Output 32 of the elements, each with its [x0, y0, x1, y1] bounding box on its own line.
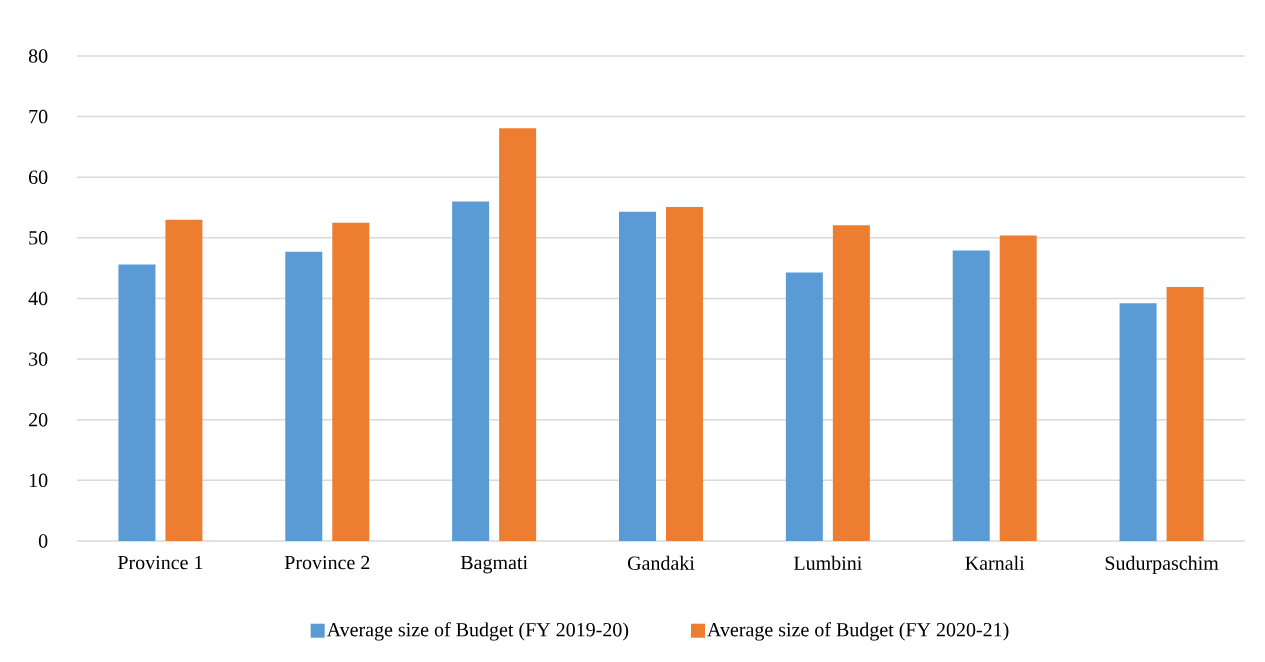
bar [1119, 303, 1157, 541]
bar [666, 206, 703, 541]
y-tick-label: 30 [29, 352, 48, 366]
legend-label: Average size of Budget (FY 2020-21) [707, 622, 1009, 641]
x-tick-label: Karnali [965, 555, 1025, 570]
y-tick-label: 10 [29, 473, 48, 488]
y-tick-label: 50 [29, 231, 48, 245]
bar [1166, 286, 1204, 541]
x-tick-label: Lumbini [793, 555, 862, 570]
bar [285, 251, 323, 541]
bar [499, 128, 537, 541]
x-tick-label: Bagmati [460, 555, 528, 574]
y-tick-label: 80 [28, 49, 48, 63]
bar [952, 250, 990, 541]
y-tick-label: 40 [28, 291, 48, 306]
bar [118, 264, 156, 541]
bar [452, 201, 490, 541]
x-tick-label: Province 1 [117, 555, 203, 570]
x-tick-label: Province 2 [284, 555, 370, 570]
x-tick-label: Gandaki [627, 555, 695, 570]
legend-label: Average size of Budget (FY 2019-20) [326, 622, 629, 641]
x-tick-label: Sudurpaschim [1105, 555, 1219, 574]
bar [619, 211, 656, 541]
bar [785, 272, 823, 541]
y-tick-label: 0 [38, 534, 48, 548]
y-tick-label: 60 [29, 170, 48, 184]
bar [332, 222, 370, 541]
y-tick-label: 70 [29, 109, 48, 124]
bar [999, 235, 1037, 541]
bar [165, 219, 203, 541]
bar [832, 225, 870, 541]
y-tick-label: 20 [29, 412, 48, 427]
